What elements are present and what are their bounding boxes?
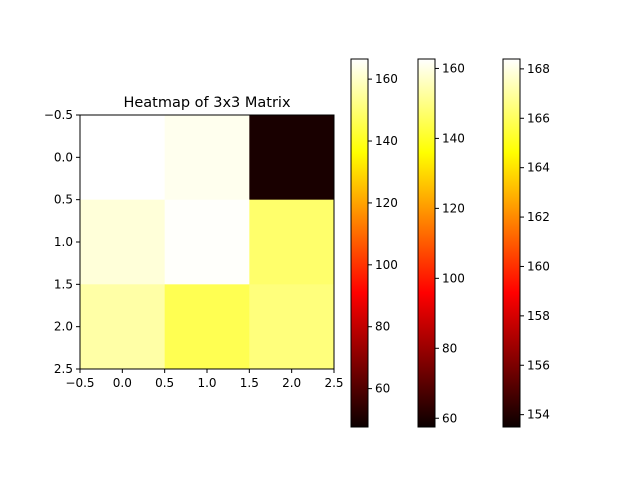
heatmap-cell [249, 284, 335, 370]
colorbar-tick-label: 120 [375, 196, 398, 210]
colorbar-tick-label: 60 [442, 411, 457, 425]
y-tick-label: 2.5 [54, 362, 73, 376]
colorbar-tick-label: 100 [375, 258, 398, 272]
x-tick-label: 2.5 [324, 376, 343, 390]
colorbar-tick-label: 140 [375, 134, 398, 148]
colorbar-gradient [351, 59, 368, 427]
colorbar-tick-label: 160 [442, 61, 465, 75]
colorbar-tick-label: 160 [375, 72, 398, 86]
colorbar-tick-label: 168 [527, 62, 550, 76]
colorbar-3: 154 156 158 160 162 164 166 168 [502, 58, 550, 428]
heatmap-cell [80, 284, 166, 370]
y-tick-label: 0.5 [54, 193, 73, 207]
heatmap-cell [80, 199, 166, 285]
y-tick-label: 2.0 [54, 320, 73, 334]
x-tick-label: 1.5 [240, 376, 259, 390]
heatmap-cell [249, 199, 335, 285]
heatmap-cell [249, 115, 335, 201]
y-tick-label: −0.5 [44, 108, 73, 122]
colorbar-frame [417, 58, 436, 428]
colorbar-tick-label: 164 [527, 161, 550, 175]
colorbar-tick-label: 60 [375, 382, 390, 396]
colorbar-tick-label: 80 [375, 320, 390, 334]
colorbar-tick-label: 120 [442, 201, 465, 215]
heatmap-cells [80, 115, 335, 370]
colorbar-tick-label: 160 [527, 259, 550, 273]
colorbar-frame [350, 58, 369, 428]
colorbar-tick-label: 154 [527, 408, 550, 422]
heatmap-cell [164, 284, 250, 370]
colorbar-gradient [503, 59, 520, 427]
colorbar-tick-label: 140 [442, 131, 465, 145]
colorbar-gradient [418, 59, 435, 427]
heatmap-cell [164, 199, 250, 285]
x-axis: −0.5 0.0 0.5 1.0 1.5 2.0 2.5 [65, 369, 344, 390]
colorbar-tick-label: 162 [527, 210, 550, 224]
colorbar-1: 60 80 100 120 140 160 [350, 58, 398, 428]
heatmap-cell [80, 115, 166, 201]
heatmap-cell [164, 115, 250, 201]
colorbar-tick-label: 156 [527, 358, 550, 372]
x-tick-label: 0.5 [155, 376, 174, 390]
colorbar-tick-label: 100 [442, 271, 465, 285]
colorbar-tick-label: 80 [442, 341, 457, 355]
y-axis: −0.5 0.0 0.5 1.0 1.5 2.0 2.5 [44, 108, 80, 376]
y-tick-label: 1.0 [54, 235, 73, 249]
x-tick-label: 1.0 [197, 376, 216, 390]
x-tick-label: −0.5 [65, 376, 94, 390]
y-tick-label: 1.5 [54, 277, 73, 291]
y-tick-label: 0.0 [54, 150, 73, 164]
colorbar-frame [502, 58, 521, 428]
x-tick-label: 0.0 [113, 376, 132, 390]
colorbars: 6080100120140160608010012014016015415615… [350, 58, 550, 428]
colorbar-tick-label: 158 [527, 309, 550, 323]
colorbar-tick-label: 166 [527, 111, 550, 125]
chart-title: Heatmap of 3x3 Matrix [123, 95, 291, 111]
colorbar-2: 60 80 100 120 140 160 [417, 58, 465, 428]
x-tick-label: 2.0 [282, 376, 301, 390]
